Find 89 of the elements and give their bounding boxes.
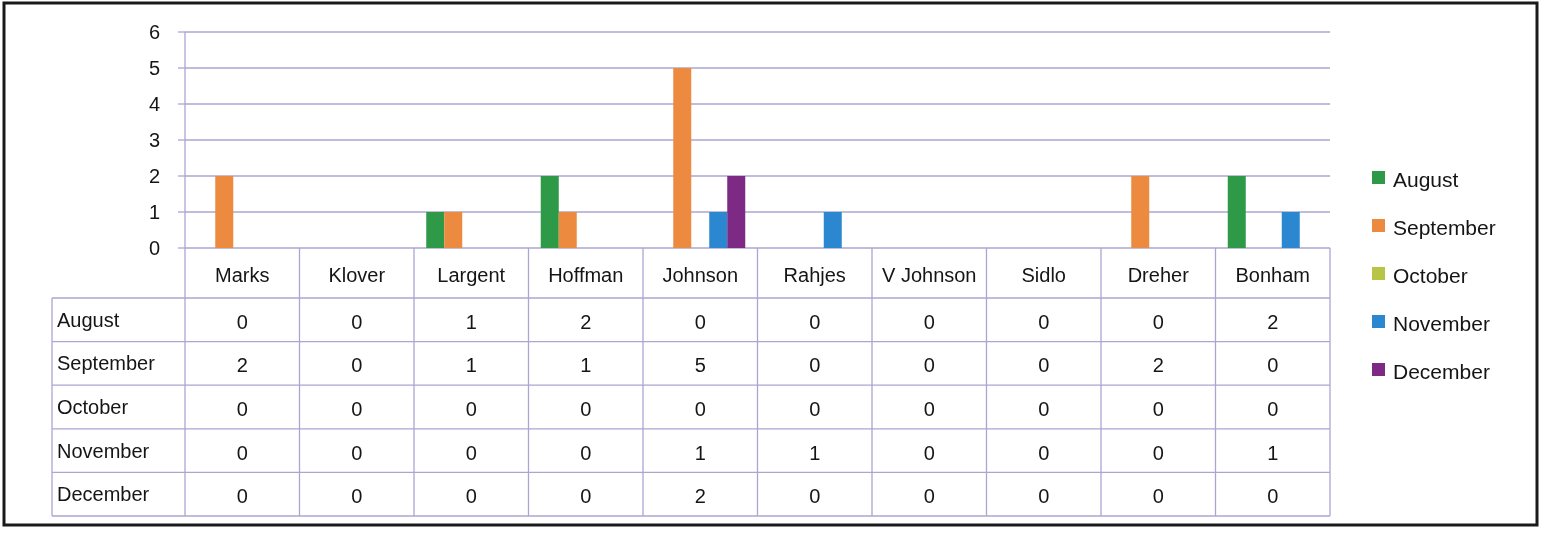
data-label: 2: [580, 310, 592, 333]
data-label: 1: [580, 354, 592, 377]
data-label: 1: [694, 441, 706, 464]
data-label: 0: [580, 485, 592, 508]
x-tick-label: Johnson: [662, 264, 739, 286]
x-tick-label: Hoffman: [548, 264, 624, 286]
data-label: 0: [351, 441, 363, 464]
data-label: 1: [809, 441, 821, 464]
text: September: [57, 352, 155, 375]
y-tick-label: 4: [148, 93, 160, 115]
data-label: 0: [809, 310, 821, 333]
data-label: 0: [1038, 310, 1050, 333]
data-label: 1: [1267, 441, 1279, 464]
bar: [444, 212, 463, 248]
data-label: 0: [236, 398, 248, 420]
data-label: 0: [1038, 354, 1050, 377]
x-tick-label: Largent: [437, 264, 506, 286]
data-label: 0: [351, 398, 363, 420]
data-label: 0: [580, 441, 592, 464]
x-tick-label: Bonham: [1235, 264, 1310, 286]
y-tick-label: 5: [148, 57, 160, 79]
x-tick-label: Klover: [328, 264, 386, 286]
text: August: [57, 308, 120, 331]
legend-label: September: [1393, 215, 1496, 239]
data-label: 0: [1038, 441, 1050, 464]
data-label: 0: [923, 485, 935, 508]
data-label: 0: [1152, 398, 1164, 420]
legend-label: December: [1393, 359, 1490, 383]
data-label: 0: [236, 441, 248, 464]
y-tick-label: 1: [148, 201, 160, 223]
legend-label: October: [1393, 263, 1468, 287]
y-tick-label: 6: [148, 21, 160, 43]
data-label: 0: [1267, 354, 1279, 377]
data-label: 0: [1152, 485, 1164, 508]
data-label: 0: [923, 441, 935, 464]
y-tick-label: 2: [148, 165, 160, 187]
bar: [1131, 176, 1150, 248]
data-label: 0: [923, 310, 935, 333]
text: October: [57, 396, 129, 418]
y-tick-label: 3: [148, 129, 160, 151]
data-label: 0: [1267, 398, 1279, 420]
x-tick-label: Marks: [215, 264, 270, 286]
bar: [673, 68, 692, 248]
data-label: 0: [1152, 310, 1164, 333]
bar: [558, 212, 577, 248]
data-label: 0: [465, 485, 477, 508]
x-tick-label: Sidlo: [1021, 264, 1066, 286]
data-label: 1: [465, 354, 477, 377]
bar: [426, 212, 445, 248]
data-label: 0: [236, 310, 248, 333]
data-label: 5: [694, 354, 706, 377]
data-label: 0: [351, 485, 363, 508]
data-label: 0: [923, 354, 935, 377]
data-label: 0: [1038, 398, 1050, 420]
data-label: 0: [923, 398, 935, 420]
data-label: 2: [694, 485, 706, 508]
legend-label: November: [1393, 311, 1490, 335]
data-label: 0: [580, 398, 592, 420]
data-label: 2: [1267, 310, 1279, 333]
data-label: 0: [694, 398, 706, 420]
x-tick-label: V Johnson: [881, 264, 977, 286]
bar: [823, 212, 842, 248]
bar: [1281, 212, 1300, 248]
data-label: 0: [236, 485, 248, 508]
bar: [540, 176, 559, 248]
data-label: 0: [465, 441, 477, 464]
x-tick-label: Rahjes: [783, 264, 846, 286]
data-label: 1: [465, 310, 477, 333]
data-label: 0: [351, 310, 363, 333]
data-label: 0: [809, 398, 821, 420]
y-tick-label: 0: [148, 237, 160, 259]
data-label: 0: [1152, 441, 1164, 464]
legend-label: August: [1393, 167, 1459, 191]
data-label: 0: [1038, 485, 1050, 508]
data-label: 0: [694, 310, 706, 333]
bar: [709, 212, 728, 248]
text: November: [57, 439, 150, 462]
data-label: 0: [809, 485, 821, 508]
bar: [727, 176, 746, 248]
x-tick-label: Dreher: [1127, 264, 1190, 286]
data-label: 2: [236, 354, 248, 377]
data-label: 0: [809, 354, 821, 377]
data-label: 0: [465, 398, 477, 420]
data-label: 2: [1152, 354, 1164, 377]
bar: [215, 176, 234, 248]
bar: [1227, 176, 1246, 248]
data-label: 0: [1267, 485, 1279, 508]
data-label: 0: [351, 354, 363, 377]
text: December: [57, 483, 150, 506]
